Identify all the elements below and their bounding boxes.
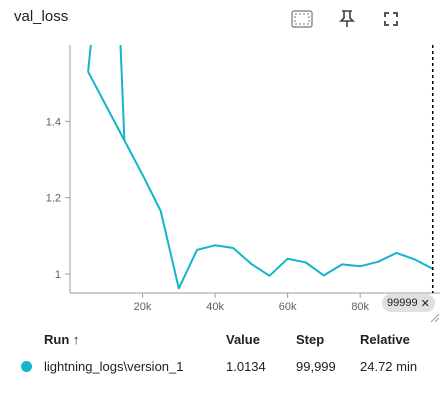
y-tick-label: 1.2 <box>46 193 61 205</box>
resize-handle-icon[interactable] <box>430 313 440 323</box>
header-run[interactable]: Run ↑ <box>44 332 80 347</box>
x-tick-label: 60k <box>279 301 297 313</box>
y-axis: 1 1.2 1.4 <box>46 45 71 293</box>
row-relative: 24.72 min <box>360 359 418 374</box>
chart-area[interactable]: 1 1.2 1.4 20k 40k 60k 80k <box>0 0 447 325</box>
fit-domain-icon[interactable] <box>290 7 314 31</box>
close-icon[interactable]: ✕ <box>420 297 430 310</box>
chart-title: val_loss <box>14 8 69 25</box>
x-tick-label: 40k <box>206 301 224 313</box>
row-run: lightning_logs\version_1 <box>44 359 184 374</box>
y-tick-label: 1 <box>55 269 61 281</box>
pin-icon[interactable] <box>335 7 359 31</box>
series-lines <box>87 45 434 290</box>
x-tick-label: 80k <box>351 301 369 313</box>
series-line-0 <box>87 71 434 290</box>
row-step: 99,999 <box>296 359 336 374</box>
y-tick-label: 1.4 <box>46 116 61 128</box>
row-value: 1.0134 <box>226 359 266 374</box>
cursor-step-badge[interactable]: 99999 ✕ <box>382 294 435 312</box>
x-axis: 20k 40k 60k 80k <box>70 292 440 313</box>
cursor-step-label: 99999 <box>387 297 418 309</box>
fullscreen-icon[interactable] <box>379 7 403 31</box>
header-step[interactable]: Step <box>296 332 325 347</box>
x-tick-label: 20k <box>134 301 152 313</box>
header-value[interactable]: Value <box>226 332 260 347</box>
series-line-offscale <box>87 45 126 141</box>
header-relative[interactable]: Relative <box>360 332 410 347</box>
series-color-dot <box>21 361 32 372</box>
